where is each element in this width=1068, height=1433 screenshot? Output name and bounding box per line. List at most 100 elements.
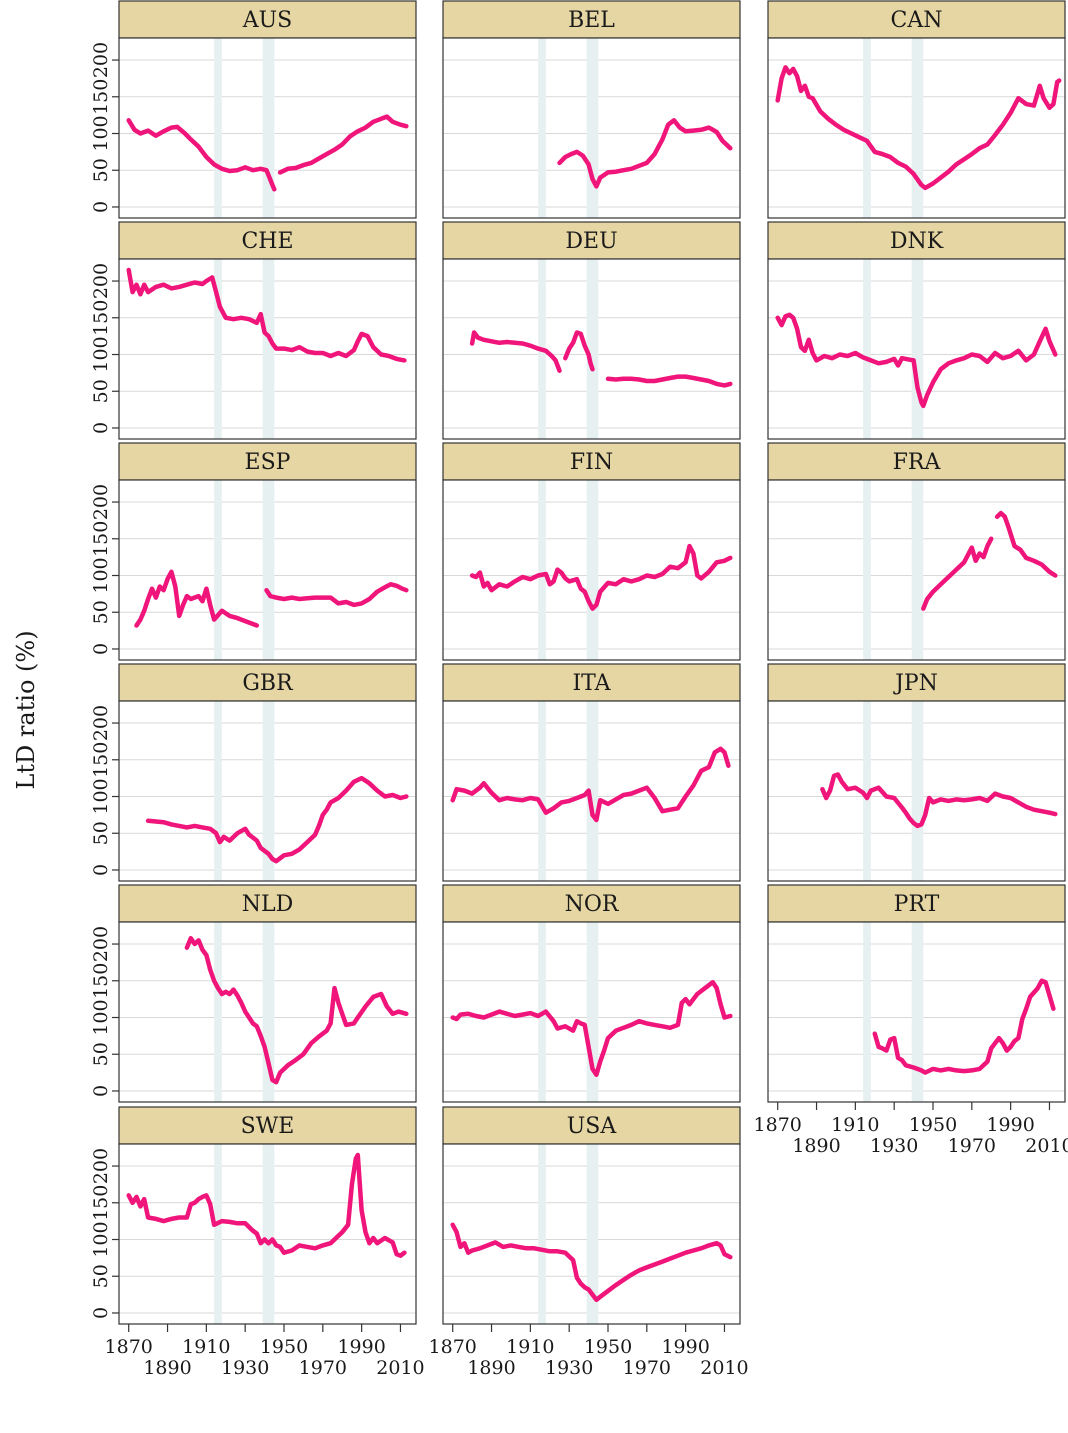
y-tick-label-gbr-50: 50 [90,821,112,845]
panel-title-swe: SWE [241,1114,295,1139]
plot-frame-ita [442,700,741,882]
shaded-period-fin-2 [586,480,599,660]
y-tick-label-aus-0: 0 [90,201,112,213]
series-line-prt-1 [872,978,1056,1075]
y-tick-label-gbr-150: 150 [90,742,112,778]
y-tick-label-gbr-100: 100 [90,778,112,814]
panel-deu: DEU [442,221,741,440]
shaded-period-prt-2 [911,922,924,1102]
y-tick-label-esp-100: 100 [90,557,112,593]
panel-title-bel: BEL [568,8,615,33]
panel-strip-swe [118,1106,417,1145]
series-line-aus-2 [277,114,409,175]
x-tick-label-swe-1870: 1870 [105,1336,153,1358]
shaded-period-gbr-2 [262,701,275,881]
panel-dnk: DNK [767,221,1066,440]
x-tick-label-prt-1990: 1990 [986,1114,1034,1136]
plot-frame-deu [442,258,741,440]
plot-frame-aus [118,37,417,219]
shaded-period-ita-1 [538,701,546,881]
shaded-period-fra-1 [863,480,871,660]
series-line-dnk-1 [775,312,1058,409]
shaded-period-nor-2 [586,922,599,1102]
shaded-period-jpn-1 [863,701,871,881]
panel-title-nor: NOR [565,892,620,917]
x-tick-label-swe-1910: 1910 [182,1336,230,1358]
shaded-period-aus-1 [214,38,222,218]
y-tick-label-che-50: 50 [90,379,112,403]
x-tick-label-prt-2010: 2010 [1025,1135,1068,1157]
y-tick-label-swe-0: 0 [90,1307,112,1319]
panel-title-esp: ESP [245,450,291,475]
y-tick-label-che-150: 150 [90,300,112,336]
series-line-nor-1 [450,979,733,1078]
panel-title-nld: NLD [242,892,294,917]
panel-title-aus: AUS [242,8,293,33]
y-tick-label-che-200: 200 [90,263,112,299]
shaded-period-dnk-2 [911,259,924,439]
panel-nor: NOR [442,884,741,1103]
x-tick-label-usa-1930: 1930 [545,1357,593,1379]
y-tick-label-aus-200: 200 [90,42,112,78]
shaded-period-che-2 [262,259,275,439]
plot-frame-swe [118,1143,417,1325]
plot-frame-prt [767,921,1066,1103]
y-tick-label-gbr-200: 200 [90,705,112,741]
panel-strip-fra [767,442,1066,481]
panel-strip-bel [442,0,741,39]
panel-strip-gbr [118,663,417,702]
plot-frame-nld [118,921,417,1103]
panel-strip-prt [767,884,1066,923]
plot-frame-gbr [118,700,417,882]
y-tick-label-swe-50: 50 [90,1264,112,1288]
y-tick-label-esp-50: 50 [90,600,112,624]
y-tick-label-esp-200: 200 [90,484,112,520]
series-line-deu-2 [563,330,595,372]
shaded-period-deu-2 [586,259,599,439]
x-tick-label-usa-2010: 2010 [700,1357,748,1379]
x-tick-label-prt-1910: 1910 [831,1114,879,1136]
panel-strip-che [118,221,417,260]
plot-frame-fra [767,479,1066,661]
series-line-gbr-1 [145,775,409,864]
plot-frame-che [118,258,417,440]
x-tick-label-prt-1950: 1950 [909,1114,957,1136]
y-tick-label-nld-50: 50 [90,1042,112,1066]
x-tick-label-prt-1870: 1870 [754,1114,802,1136]
shaded-period-aus-2 [262,38,275,218]
y-tick-label-swe-100: 100 [90,1221,112,1257]
plot-frame-bel [442,37,741,219]
series-line-che-1 [126,267,407,363]
shaded-period-che-1 [214,259,222,439]
x-tick-label-swe-1930: 1930 [221,1357,269,1379]
series-line-esp-1 [134,569,260,628]
shaded-period-gbr-1 [214,701,222,881]
y-tick-label-swe-150: 150 [90,1185,112,1221]
shaded-period-can-1 [863,38,871,218]
panel-usa: USA 1870 1910 1950 1990 1890 1930 1970 2010 [429,1106,749,1379]
series-line-usa-1 [450,1222,733,1303]
series-line-jpn-1 [820,772,1058,829]
plot-frame-nor [442,921,741,1103]
x-tick-label-usa-1950: 1950 [584,1336,632,1358]
shaded-period-esp-1 [214,480,222,660]
plot-frame-can [767,37,1066,219]
plot-frame-esp [118,479,417,661]
panel-title-deu: DEU [565,229,617,254]
x-tick-label-usa-1970: 1970 [623,1357,671,1379]
panel-fra: FRA [767,442,1066,661]
shaded-period-dnk-1 [863,259,871,439]
panel-can: CAN [767,0,1066,219]
shaded-period-bel-2 [586,38,599,218]
y-tick-label-gbr-0: 0 [90,864,112,876]
series-line-deu-1 [469,330,562,373]
y-tick-label-esp-0: 0 [90,643,112,655]
shaded-period-ita-2 [586,701,599,881]
x-tick-label-usa-1890: 1890 [467,1357,515,1379]
shaded-period-nld-1 [214,922,222,1102]
x-tick-label-swe-1990: 1990 [337,1336,385,1358]
panel-strip-can [767,0,1066,39]
